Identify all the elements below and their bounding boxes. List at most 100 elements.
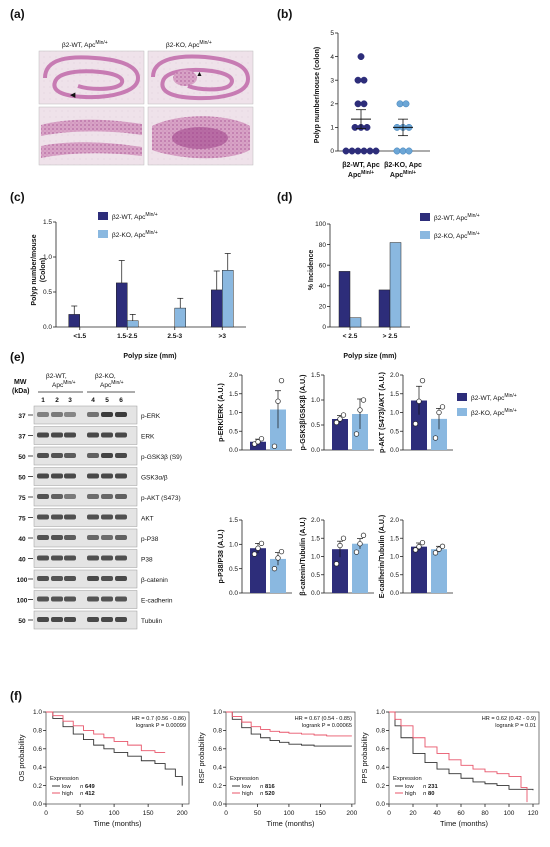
chart-d-legend-wt-swatch (420, 213, 430, 221)
quant-point (357, 407, 363, 413)
quant-point (340, 412, 347, 418)
km-ytick-label: 0.8 (33, 728, 42, 735)
blot-band (51, 514, 63, 520)
quant-legend-ko: β2-KO, ApcMin/+ (471, 408, 517, 417)
km-xlabel: Time (months) (440, 819, 489, 828)
km-xtick-label: 100 (504, 810, 515, 817)
chart-c-ytick-label: 0.5 (43, 289, 52, 296)
km-legend-high: high (62, 791, 73, 797)
blot-band (37, 453, 49, 458)
quant-ylabel: p-P38/P38 (A.U.) (218, 529, 225, 583)
quant-point (432, 435, 439, 441)
blot-band (64, 453, 76, 458)
quant-ytick-label: 0.5 (229, 428, 238, 435)
blot-mw-header: MW (14, 379, 27, 386)
chart-d-legend: β2-WT, ApcMin/+ β2-KO, ApcMin/+ (420, 213, 480, 240)
blot-band (101, 535, 113, 540)
quant-point (337, 416, 343, 422)
km-xtick-label: 0 (224, 810, 228, 817)
chart-b-point (402, 100, 410, 108)
quant-chart: 0.0 0.5 1.0 1.5 2.0 E-cadherin/Tubulin (A.U.) (379, 515, 453, 598)
chart-b-xtick-wt: β2-WT, Apc (342, 162, 380, 169)
km-xtick-label: 0 (387, 810, 391, 817)
km-hr: HR = 0.7 (0.56 - 0.86) (132, 716, 186, 722)
arrowhead-wt-icon: ◀ (70, 92, 76, 99)
quant-legend: β2-WT, ApcMin/+ β2-KO, ApcMin/+ (457, 393, 517, 417)
chart-d-bar (338, 271, 351, 328)
chart-d: % Incidence Polyp size (mm) β2-WT, ApcMi… (308, 213, 480, 360)
blot-band (64, 535, 76, 540)
quant-ytick-label: 2.0 (390, 517, 399, 524)
km-legend-n-high-prefix: n (260, 791, 263, 797)
chart-c-legend-ko-swatch (98, 230, 108, 238)
blot-band (87, 432, 99, 438)
km-curve-high (46, 711, 166, 753)
km-logrank: logrank P = 0.00099 (136, 723, 186, 729)
chart-d-bar (389, 242, 402, 328)
chart-d-legend-ko-swatch (420, 231, 430, 239)
chart-b-ytick-label: 0 (330, 148, 334, 155)
chart-c-legend-wt-swatch (98, 212, 108, 220)
blot-band (64, 514, 76, 520)
polyp-ko-highmag (172, 127, 228, 149)
quant-point (412, 547, 419, 553)
blot-band (51, 535, 63, 540)
panel-letter-d: (d) (277, 190, 292, 204)
blot-strip (33, 467, 138, 486)
quant-ytick-label: 1.0 (311, 397, 320, 404)
quant-ytick-label: 2.0 (229, 372, 238, 379)
blot-row: 100 β-catenin (17, 569, 168, 589)
blot-row-label: p-GSK3β (S9) (141, 454, 182, 461)
blot-band (51, 494, 63, 499)
quant-point (439, 404, 446, 410)
blot-group1-label: β2-WT, (46, 373, 67, 380)
blot-band (87, 576, 99, 581)
chart-d-legend-ko: β2-KO, ApcMin/+ (434, 231, 480, 240)
chart-c-bar (68, 314, 80, 328)
km-ytick-label: 0.8 (376, 728, 385, 735)
km-hr: HR = 0.62 (0.42 - 0.9) (482, 716, 536, 722)
blot-band (64, 617, 76, 622)
chart-b-point (357, 53, 365, 61)
chart-b-point (405, 147, 413, 155)
km-legend-low: low (405, 784, 415, 790)
km-ylabel: PPS probability (360, 732, 369, 784)
blot-band (87, 617, 99, 622)
quant-bar-ko (352, 414, 368, 450)
chart-b-ytick-label: 3 (330, 77, 334, 84)
quant-ytick-label: 0.0 (390, 590, 399, 597)
km-ytick-label: 1.0 (376, 709, 385, 716)
blot-lane-number: 1 (41, 397, 45, 404)
blot-strip (33, 508, 138, 527)
chart-b-point (354, 100, 362, 108)
blot-band (64, 473, 76, 479)
km-hr: HR = 0.67 (0.54 - 0.85) (295, 716, 353, 722)
km-xtick-label: 120 (528, 810, 539, 817)
blot-band (101, 453, 113, 458)
km-curve-high (226, 711, 352, 737)
quant-ytick-label: 0.0 (390, 447, 399, 454)
chart-d-legend-wt: β2-WT, ApcMin/+ (434, 213, 480, 222)
quant-point (255, 439, 261, 445)
km-xtick-label: 40 (433, 810, 441, 817)
km-legend-n-high-prefix: n (423, 791, 426, 797)
km-ytick-label: 0.4 (213, 764, 222, 771)
blot-mw-value: 75 (18, 516, 26, 523)
chart-c-bar (127, 320, 139, 328)
quant-ytick-label: 1.0 (229, 410, 238, 417)
km-xtick-label: 150 (143, 810, 154, 817)
chart-b-ytick-label: 5 (330, 30, 334, 37)
blot-band (101, 473, 113, 479)
chart-c-ytick-label: 1.5 (43, 219, 52, 226)
km-xtick-label: 50 (76, 810, 84, 817)
km-ylabel: RSF probability (197, 732, 206, 784)
chart-b-point (366, 147, 374, 155)
km-ytick-label: 0.0 (213, 801, 222, 808)
blot-row-label: E-cadherin (141, 598, 173, 605)
quant-ytick-label: 1.5 (311, 535, 320, 542)
blot-band (51, 617, 63, 622)
blot-band (115, 576, 127, 581)
blot-strip (33, 405, 138, 425)
chart-b-ytick-label: 2 (330, 101, 334, 108)
blot-band (51, 576, 63, 581)
